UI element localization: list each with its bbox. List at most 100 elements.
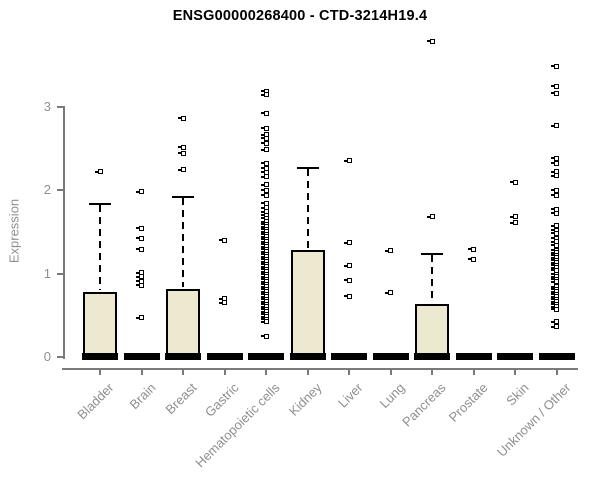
outlier-point <box>426 214 435 220</box>
outlier-point <box>343 263 352 269</box>
outlier-point <box>260 174 269 180</box>
outlier-point <box>551 324 559 330</box>
outlier-point <box>136 189 144 195</box>
outlier-point <box>219 237 227 243</box>
outlier-point <box>551 123 559 129</box>
x-axis-tick <box>348 368 350 375</box>
outlier-point <box>136 246 144 252</box>
outlier-point <box>551 90 559 96</box>
y-axis-tick <box>57 356 63 358</box>
outlier-point <box>343 240 352 246</box>
median-bar <box>289 353 326 360</box>
median-bar <box>331 353 367 360</box>
x-axis-tick <box>514 368 516 375</box>
outlier-point <box>343 277 352 283</box>
outlier-point <box>385 290 393 296</box>
y-axis-tick-label: 2 <box>43 182 51 197</box>
outlier-point <box>260 135 269 141</box>
x-axis-tick <box>99 368 101 375</box>
outlier-point <box>260 182 269 188</box>
outlier-point <box>343 158 352 164</box>
outlier-point <box>94 169 103 175</box>
whisker-line <box>306 168 309 249</box>
outlier-point <box>343 293 352 299</box>
outlier-point <box>177 167 186 173</box>
whisker-cap <box>421 252 443 255</box>
y-axis-label: Expression <box>6 198 22 264</box>
outlier-point <box>136 225 144 231</box>
boxplot-box <box>83 291 117 357</box>
outlier-point <box>551 210 559 216</box>
outlier-point <box>426 38 435 44</box>
outlier-point <box>551 187 559 193</box>
outlier-point <box>509 214 518 220</box>
boxplot-box <box>290 250 325 357</box>
outlier-point <box>551 306 559 312</box>
outlier-point <box>385 248 393 254</box>
boxplot-box <box>415 303 449 357</box>
median-bar <box>455 353 492 360</box>
x-axis-tick <box>431 368 433 375</box>
outlier-point <box>177 150 186 156</box>
outlier-point <box>551 192 559 198</box>
whisker-cap <box>89 203 111 206</box>
outlier-point <box>509 179 518 185</box>
outlier-point <box>551 160 559 166</box>
y-axis-tick <box>57 272 63 275</box>
y-axis-tick <box>57 189 63 191</box>
outlier-point <box>136 235 144 241</box>
x-axis-tick <box>472 368 475 375</box>
y-axis-tick-label: 0 <box>43 349 51 364</box>
median-bar <box>538 353 575 360</box>
x-axis-tick <box>140 368 143 375</box>
y-axis-tick-label: 1 <box>43 265 51 281</box>
outlier-point <box>260 187 269 193</box>
x-axis-tick <box>223 368 226 375</box>
y-axis-tick <box>57 105 63 108</box>
median-bar <box>414 353 450 360</box>
median-bar <box>372 353 409 360</box>
outlier-point <box>551 155 559 161</box>
outlier-point <box>177 144 186 150</box>
outlier-point <box>260 140 269 146</box>
outlier-point <box>551 279 559 285</box>
x-axis-tick <box>265 368 267 375</box>
outlier-point <box>509 220 518 226</box>
outlier-point <box>219 300 227 306</box>
whisker-cap <box>296 166 319 169</box>
outlier-point <box>260 319 269 325</box>
x-axis-tick <box>306 368 309 375</box>
outlier-point <box>136 315 144 321</box>
x-axis-tick <box>182 368 184 375</box>
x-axis-line <box>62 368 578 370</box>
whisker-line <box>182 197 184 288</box>
outlier-point <box>260 160 269 166</box>
median-bar <box>123 353 160 360</box>
y-axis-line <box>63 106 65 359</box>
outlier-point <box>551 63 559 69</box>
outlier-point <box>551 83 559 89</box>
outlier-point <box>260 333 269 339</box>
median-bar <box>82 353 118 360</box>
outlier-point <box>136 282 144 288</box>
whisker-line <box>99 205 101 290</box>
median-bar <box>248 353 284 360</box>
outlier-point <box>468 256 476 262</box>
outlier-point <box>551 242 559 248</box>
outlier-point <box>551 173 559 179</box>
outlier-point <box>551 230 559 236</box>
outlier-point <box>260 192 269 198</box>
outlier-point <box>260 92 269 98</box>
whisker-cap <box>172 195 194 198</box>
outlier-point <box>177 115 186 121</box>
y-axis-tick-label: 3 <box>43 98 51 114</box>
outlier-point <box>551 319 559 325</box>
outlier-point <box>260 110 269 116</box>
x-axis-tick <box>555 368 558 375</box>
median-bar <box>497 353 533 360</box>
median-bar <box>206 353 243 360</box>
chart-title: ENSG00000268400 - CTD-3214H19.4 <box>172 8 428 24</box>
boxplot-box <box>166 289 200 357</box>
outlier-point <box>468 246 476 252</box>
